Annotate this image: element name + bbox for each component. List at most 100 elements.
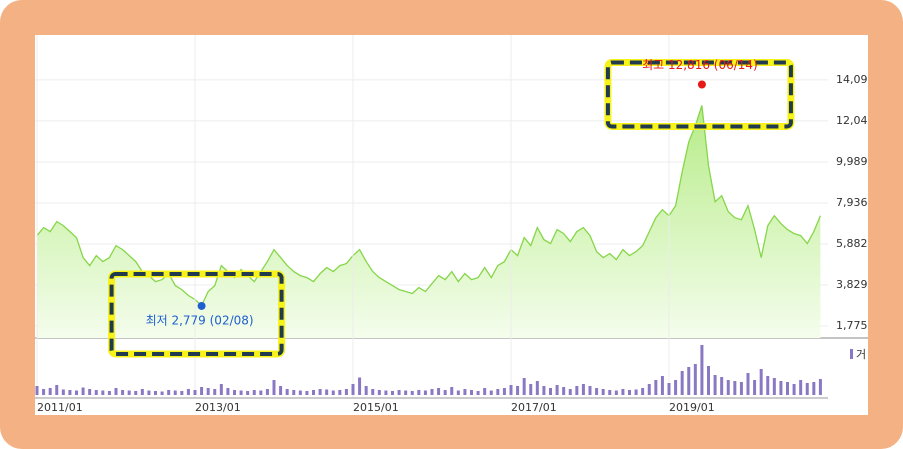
volume-bar <box>555 385 559 395</box>
volume-bar <box>753 380 757 395</box>
volume-bar <box>608 390 612 395</box>
volume-bar <box>739 382 743 395</box>
volume-bar <box>641 388 645 395</box>
volume-bar <box>595 388 599 395</box>
volume-bar <box>325 389 329 395</box>
volume-bar <box>443 390 447 395</box>
volume-bar <box>456 390 460 395</box>
volume-bar <box>213 389 217 395</box>
volume-bar <box>167 390 171 395</box>
volume-bar <box>154 391 157 395</box>
volume-bar <box>68 390 72 395</box>
volume-bar <box>799 380 803 395</box>
y-tick-label: 5,882 <box>836 237 868 250</box>
volume-bar <box>404 390 408 395</box>
volume-bar <box>549 388 552 395</box>
volume-bar <box>588 386 592 395</box>
volume-bar <box>331 390 335 395</box>
volume-bar <box>351 384 355 395</box>
volume-bar <box>581 384 585 395</box>
highlight-box-dash <box>109 271 284 356</box>
volume-bar <box>305 391 309 395</box>
volume-bar <box>81 387 85 395</box>
volume-bar <box>239 390 243 395</box>
volume-bar <box>647 384 651 395</box>
volume-bar <box>693 364 697 395</box>
volume-bar <box>759 369 763 395</box>
volume-bar <box>417 390 421 395</box>
volume-bar <box>285 389 289 395</box>
volume-bar <box>423 390 427 395</box>
volume-bar <box>792 384 796 395</box>
volume-bar <box>219 384 223 395</box>
volume-bar <box>252 390 256 395</box>
volume-bar <box>121 390 125 395</box>
volume-bar <box>173 390 177 395</box>
volume-bar <box>621 389 625 395</box>
volume-bar <box>259 390 263 395</box>
y-tick-label: 9,989 <box>836 155 868 168</box>
x-tick-label: 2015/01 <box>353 401 399 414</box>
volume-bar <box>667 383 671 395</box>
volume-bar <box>134 391 138 395</box>
volume-bar <box>483 388 487 395</box>
volume-bar <box>101 390 105 395</box>
volume-bar <box>160 391 164 395</box>
volume-bar <box>562 387 566 395</box>
volume-bar <box>476 391 480 395</box>
volume-bar <box>75 390 78 395</box>
volume-bar <box>48 388 52 395</box>
volume-bar <box>700 345 704 395</box>
volume-bar <box>674 380 678 395</box>
volume-bar <box>371 389 375 395</box>
volume-bar <box>292 390 296 395</box>
volume-bar <box>450 387 454 395</box>
volume-bar <box>779 381 783 395</box>
volume-bar <box>140 389 144 395</box>
volume-bar <box>516 386 520 395</box>
y-tick-label: 1,775 <box>836 319 868 332</box>
volume-bar <box>680 371 684 395</box>
volume-bar <box>298 390 302 395</box>
volume-bar <box>746 373 750 395</box>
volume-bar <box>246 391 250 395</box>
volume-bar <box>338 390 342 395</box>
volume-bar <box>766 376 770 395</box>
x-tick-label: 2013/01 <box>195 401 241 414</box>
volume-bar <box>233 390 236 395</box>
volume-bar <box>437 388 441 395</box>
volume-bar <box>489 390 493 395</box>
volume-bar <box>391 391 394 395</box>
volume-bar <box>186 389 190 395</box>
volume-bar <box>200 387 204 395</box>
extreme-dot <box>197 301 206 310</box>
volume-bar <box>786 382 789 395</box>
x-tick-label: 2019/01 <box>669 401 715 414</box>
volume-bar <box>542 386 546 395</box>
volume-bar <box>733 381 737 395</box>
volume-bar <box>180 391 184 395</box>
volume-bar <box>660 376 664 395</box>
volume-bar <box>377 390 381 395</box>
volume-bar <box>687 367 691 395</box>
volume-bar <box>654 380 658 395</box>
volume-bar <box>726 380 730 395</box>
volume-bar <box>114 388 118 395</box>
highlight-box-dash <box>605 60 793 129</box>
legend-swatch <box>850 349 853 359</box>
y-tick-label: 7,936 <box>836 196 868 209</box>
volume-bar <box>713 375 717 395</box>
extreme-label: 최고 12,816 (06/14) <box>642 58 758 72</box>
volume-bar <box>430 389 434 395</box>
volume-bar <box>35 386 39 395</box>
volume-bar <box>614 390 618 395</box>
y-tick-label: 12,04 <box>836 114 868 127</box>
plot: 1,775 3,829 5,882 7,936 9,989 12,04 14,09 2011/… <box>35 35 868 414</box>
volume-bar <box>279 386 283 395</box>
volume-bar <box>634 389 638 395</box>
volume-bar <box>226 388 230 395</box>
volume-bar <box>61 389 65 395</box>
volume-bar <box>575 386 579 395</box>
volume-bar <box>147 390 151 395</box>
volume-bar <box>470 390 473 395</box>
